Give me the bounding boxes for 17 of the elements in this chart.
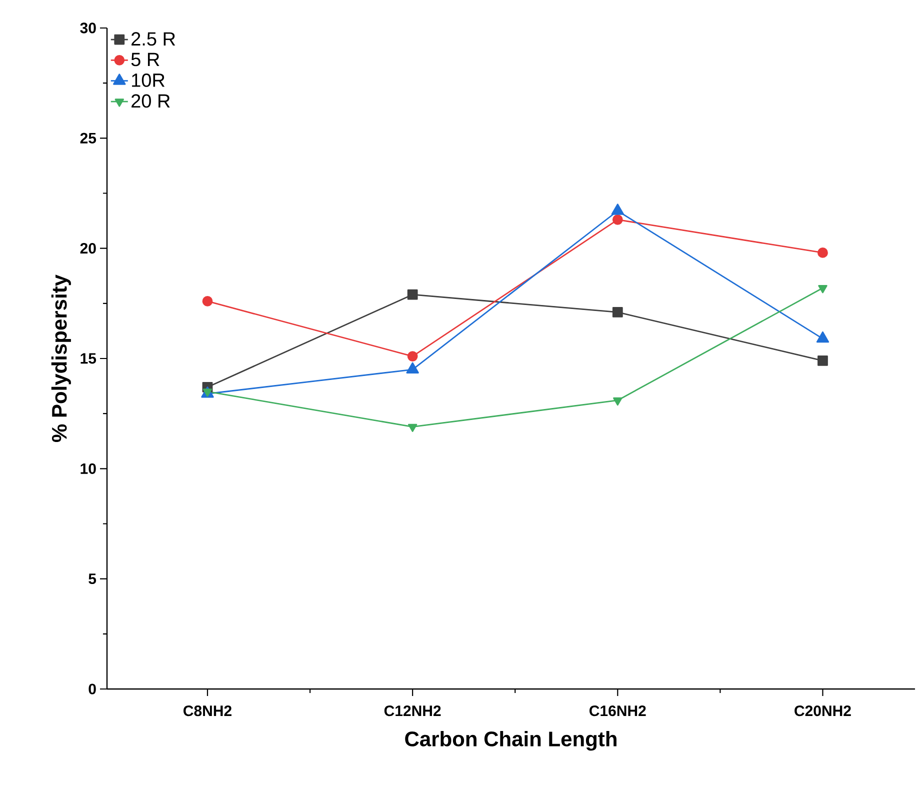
y-tick-label: 30 — [80, 22, 96, 34]
legend-label: 20 R — [132, 94, 170, 108]
y-tick-label: 10 — [80, 463, 96, 474]
legend-label: 2.5 R — [132, 32, 176, 46]
y-tick-label: 0 — [88, 684, 96, 694]
x-tick-label: C16NH2 — [589, 706, 646, 716]
y-tick-label: 15 — [80, 353, 96, 364]
legend-label: 10R — [132, 73, 165, 87]
y-axis-title: % Polydispersity — [51, 274, 71, 442]
y-tick-label: 5 — [88, 574, 96, 584]
y-tick-label: 20 — [80, 243, 96, 254]
x-tick-label: C8NH2 — [184, 706, 232, 716]
x-tick-label: C12NH2 — [384, 706, 441, 716]
y-tick-label: 25 — [80, 132, 96, 144]
x-tick-label: C20NH2 — [794, 706, 851, 716]
x-axis-title: Carbon Chain Length — [405, 730, 616, 751]
legend-label: 5 R — [131, 52, 160, 66]
